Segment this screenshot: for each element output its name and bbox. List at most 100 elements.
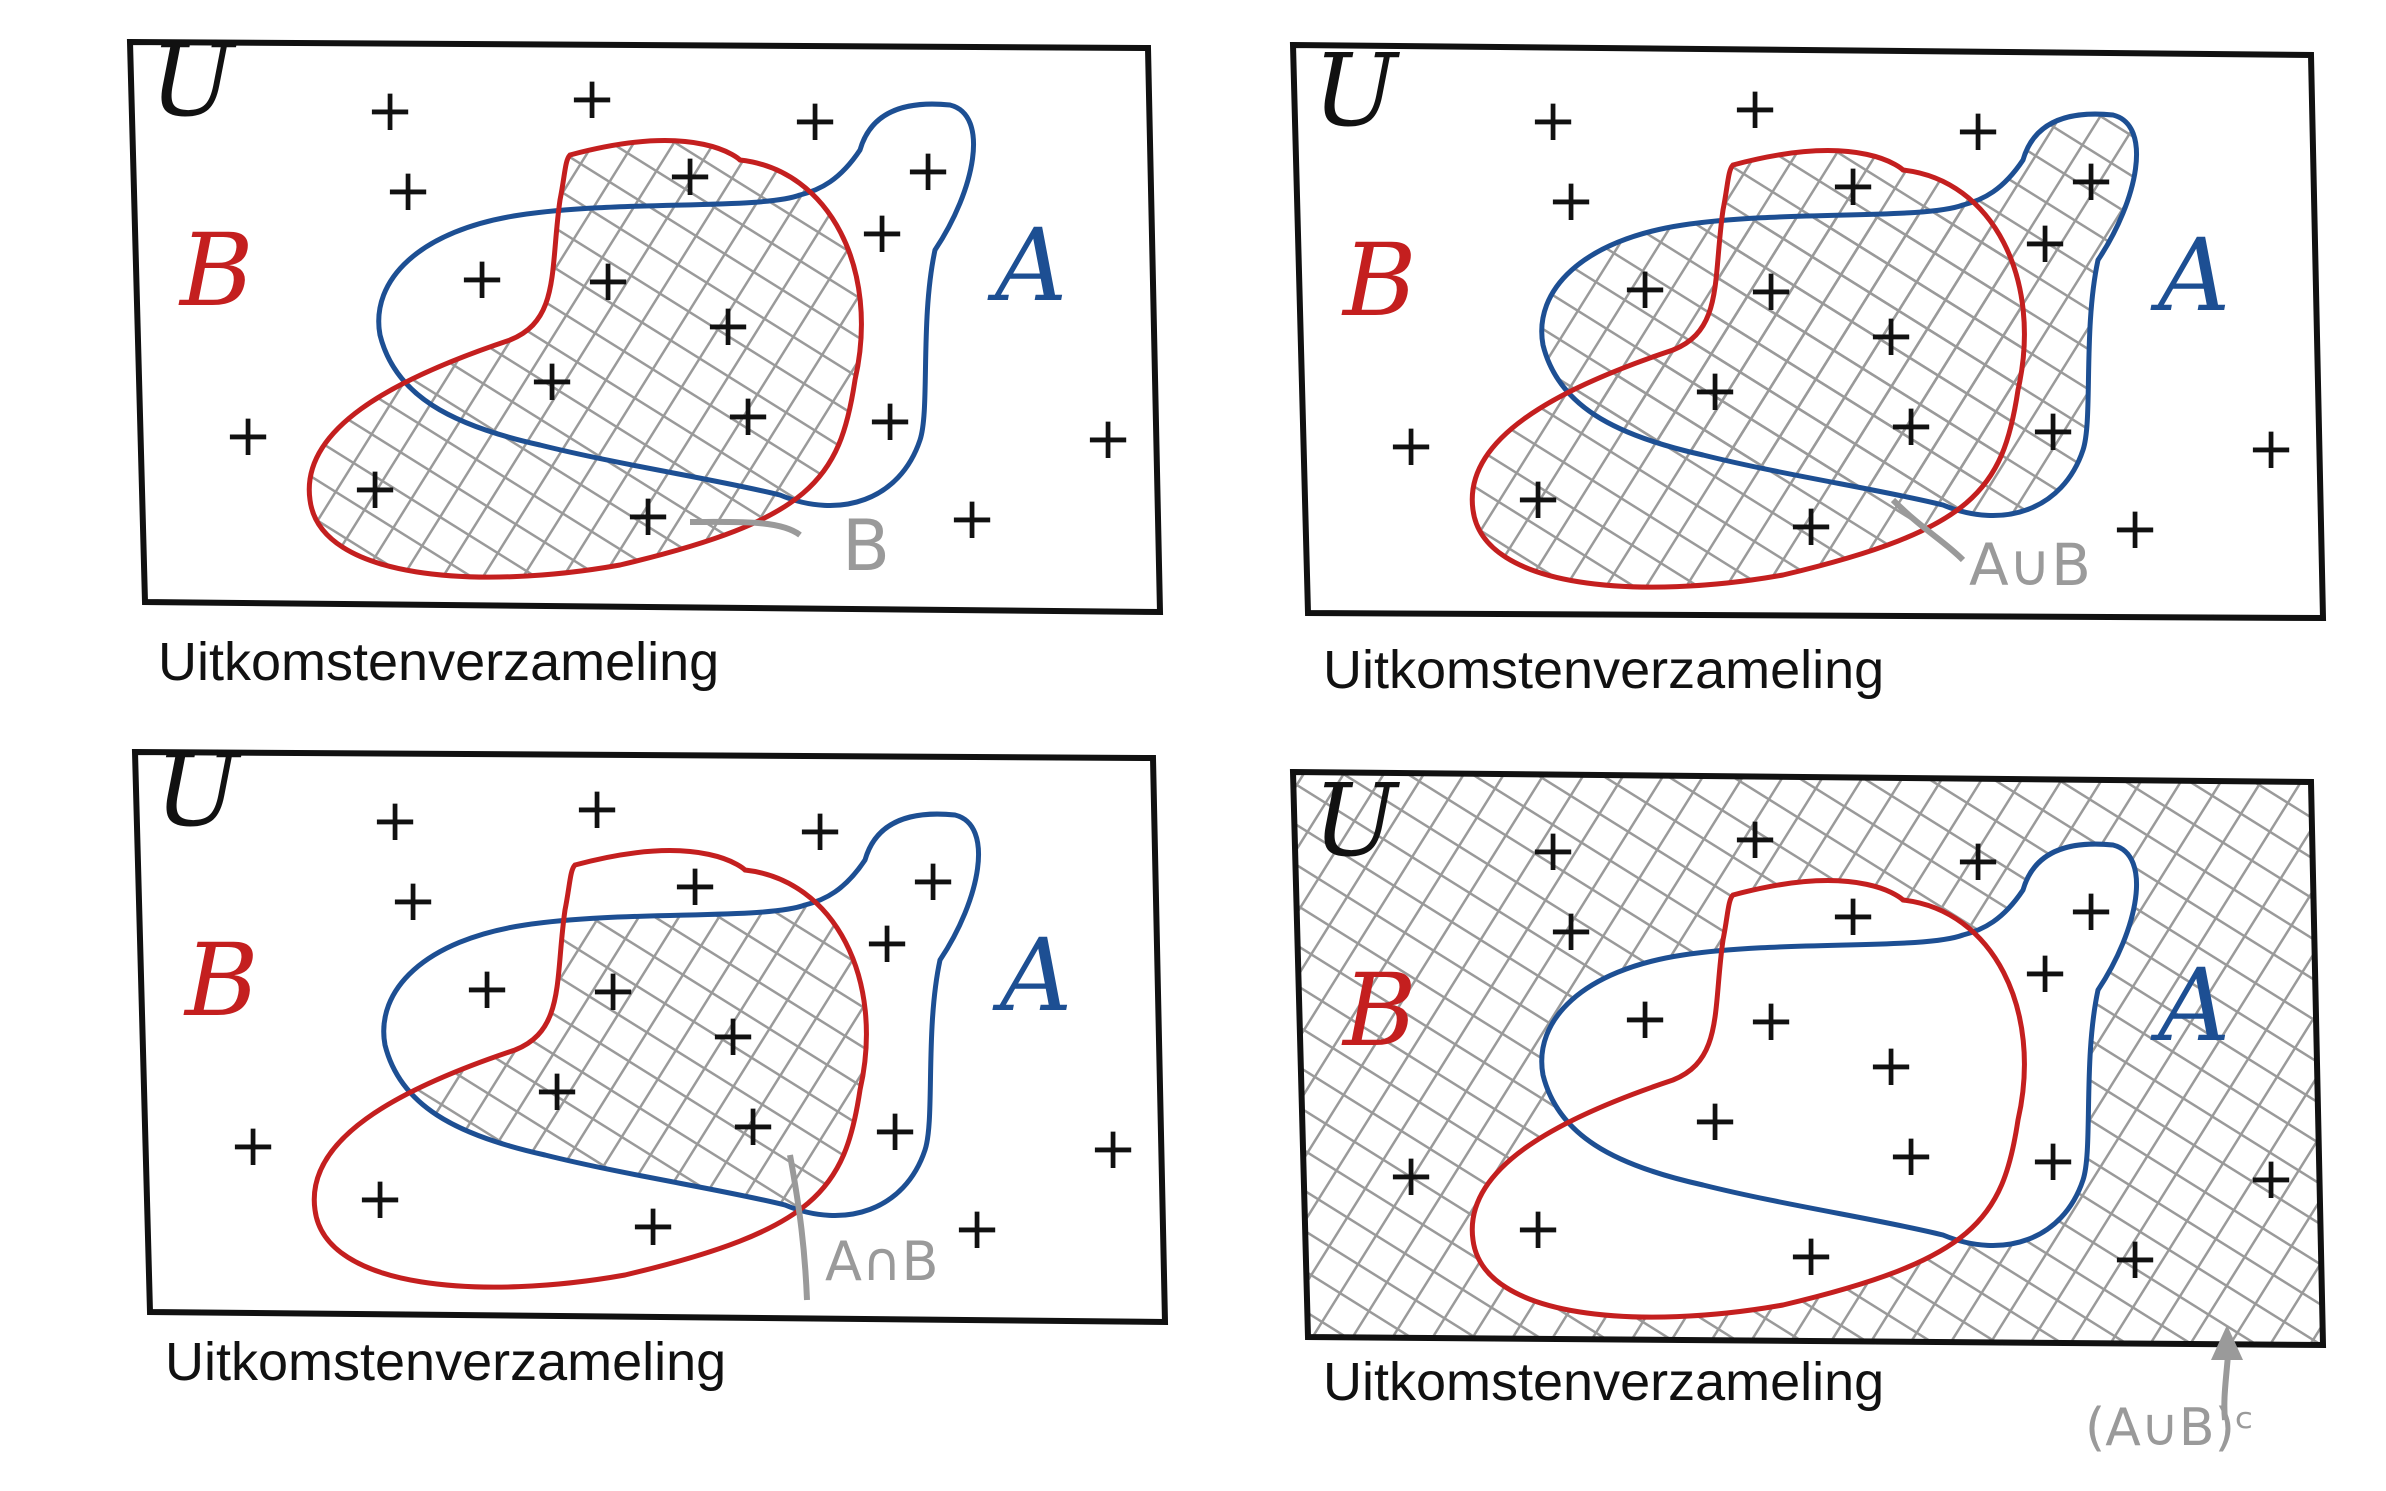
svg-text:+: + (584, 246, 633, 314)
annotation-arrowhead-icon (2211, 1325, 2243, 1360)
svg-text:+: + (371, 786, 420, 854)
svg-text:+: + (1691, 1086, 1740, 1154)
annotation-pointer (689, 518, 802, 538)
svg-text:+: + (351, 454, 400, 522)
svg-text:+: + (1621, 254, 1670, 322)
annotation-pointer (2221, 1354, 2231, 1421)
panel-a-union-b: U B A + + + + + + ++ + +++ ++ + + + + A∪B Uitkom… (1289, 32, 2327, 700)
svg-text:+: + (1787, 491, 1836, 559)
svg-text:+: + (871, 1096, 920, 1164)
svg-text:+: + (2021, 938, 2070, 1006)
svg-text:+: + (229, 1111, 278, 1179)
svg-text:+: + (1887, 1121, 1936, 1189)
svg-text:+: + (2029, 396, 2078, 464)
svg-text:+: + (1954, 96, 2003, 164)
svg-text:+: + (1954, 826, 2003, 894)
svg-text:+: + (1787, 1221, 1836, 1289)
set-a-label: A (992, 917, 1072, 1034)
set-a-label: A (2150, 947, 2230, 1064)
svg-text:+: + (1529, 86, 1578, 154)
panel-complement-a-union-b: U B A + + + + + + ++ + +++ ++ + + + + (A∪B)ᶜ Uit… (1289, 762, 2327, 1458)
svg-text:+: + (463, 954, 512, 1022)
svg-text:+: + (724, 381, 773, 449)
region-annotation: A∩B (825, 1230, 939, 1293)
svg-text:+: + (389, 866, 438, 934)
svg-text:+: + (1514, 1194, 1563, 1262)
set-b-label: B (1341, 222, 1417, 339)
svg-text:+: + (589, 956, 638, 1024)
panel-caption: Uitkomstenverzameling (165, 1332, 726, 1392)
universe-frame (131, 748, 1169, 1326)
universe-label: U (155, 732, 243, 849)
svg-text:+: + (1887, 391, 1936, 459)
svg-text:+: + (568, 64, 617, 132)
set-b-label: B (1341, 952, 1417, 1069)
svg-text:+: + (1089, 1114, 1138, 1182)
outcome-marks: + + + + + + ++ + +++ ++ + + + + (1387, 74, 2296, 562)
svg-text:+: + (573, 774, 622, 842)
svg-text:+: + (1387, 411, 1436, 479)
svg-text:+: + (858, 198, 907, 266)
svg-text:+: + (791, 86, 840, 154)
svg-text:+: + (1529, 816, 1578, 884)
svg-text:+: + (1747, 256, 1796, 324)
svg-text:+: + (796, 796, 845, 864)
svg-text:+: + (528, 346, 577, 414)
panel-b: U B A + + + + + + ++ + +++ ++ + + + + B Uitkomst… (126, 22, 1164, 692)
annotation-pointer (787, 1154, 810, 1301)
outcome-marks: + + + + + + ++ + +++ ++ + + + + (1387, 804, 2296, 1292)
svg-text:+: + (1621, 984, 1670, 1052)
svg-text:+: + (2029, 1126, 2078, 1194)
outcome-marks: + + + + + + ++ + +++ ++ + + + + (229, 774, 1138, 1262)
svg-text:+: + (1747, 986, 1796, 1054)
svg-text:+: + (1829, 151, 1878, 219)
svg-text:+: + (1731, 74, 1780, 142)
svg-text:+: + (863, 908, 912, 976)
svg-text:+: + (624, 481, 673, 549)
svg-text:+: + (1829, 881, 1878, 949)
panel-a-intersect-b: U B A + + + + + + ++ + +++ ++ + + + + A∩B Uitkom… (131, 732, 1169, 1392)
annotation-pointer (1890, 497, 1966, 563)
svg-text:+: + (671, 851, 720, 919)
set-b-label: B (178, 212, 254, 329)
shaded-region-complement (1293, 772, 2323, 1345)
svg-text:+: + (2111, 1224, 2160, 1292)
svg-text:+: + (666, 141, 715, 209)
universe-frame (1289, 41, 2327, 622)
svg-text:+: + (2111, 494, 2160, 562)
svg-text:+: + (356, 1164, 405, 1232)
svg-text:+: + (1387, 1141, 1436, 1209)
panel-caption: Uitkomstenverzameling (1323, 1352, 1884, 1412)
outcome-marks: + + + + + + ++ + +++ ++ + + + + (224, 64, 1133, 552)
svg-text:+: + (2021, 208, 2070, 276)
svg-text:+: + (2067, 146, 2116, 214)
svg-text:+: + (458, 244, 507, 312)
svg-text:+: + (366, 76, 415, 144)
svg-text:+: + (1731, 804, 1780, 872)
universe-frame (1289, 768, 2327, 1349)
svg-text:+: + (224, 401, 273, 469)
svg-text:+: + (1867, 1031, 1916, 1099)
svg-text:+: + (1084, 404, 1133, 472)
universe-label: U (1313, 32, 1401, 149)
set-a-label: A (987, 207, 1067, 324)
universe-label: U (1313, 762, 1401, 879)
universe-label: U (150, 22, 238, 139)
svg-text:+: + (904, 136, 953, 204)
svg-text:+: + (1691, 356, 1740, 424)
svg-text:+: + (704, 291, 753, 359)
svg-text:+: + (953, 1194, 1002, 1262)
svg-text:+: + (2067, 876, 2116, 944)
svg-text:+: + (729, 1091, 778, 1159)
set-b-label: B (183, 922, 259, 1039)
svg-text:+: + (629, 1191, 678, 1259)
svg-text:+: + (709, 1001, 758, 1069)
region-annotation: A∪B (1969, 531, 2091, 599)
svg-text:+: + (866, 386, 915, 454)
svg-text:+: + (948, 484, 997, 552)
svg-text:+: + (909, 846, 958, 914)
svg-text:+: + (1547, 166, 1596, 234)
svg-text:+: + (2247, 414, 2296, 482)
universe-frame (126, 38, 1164, 616)
region-annotation: (A∪B)ᶜ (2085, 1398, 2254, 1458)
